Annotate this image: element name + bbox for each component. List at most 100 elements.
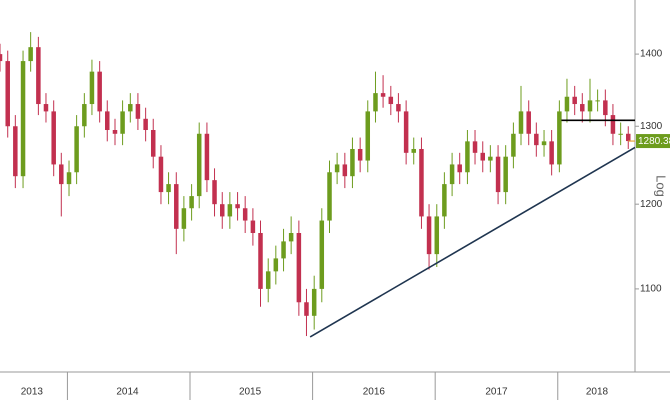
candle-body (174, 184, 179, 229)
candle-body (426, 216, 432, 255)
candle-body (549, 141, 554, 165)
candle-body (564, 96, 570, 112)
candle-body (442, 184, 447, 217)
candle-body (472, 141, 478, 153)
trend-line (309, 146, 636, 338)
candle-body (135, 104, 141, 119)
x-tick-label: 2016 (363, 387, 386, 398)
candle-body (128, 104, 133, 112)
candle-body (36, 47, 41, 105)
candle-body (51, 111, 56, 165)
candle-body (342, 164, 348, 177)
candle-body (534, 133, 539, 146)
candle-body (587, 100, 593, 112)
y-tick-label: 1100 (640, 284, 662, 295)
candle-body (580, 104, 585, 112)
candle-body (511, 133, 516, 157)
candle-body (334, 164, 340, 173)
x-tick-label: 2015 (239, 387, 262, 398)
candle-body (388, 96, 394, 105)
candle-body (196, 133, 202, 197)
candle-body (380, 93, 386, 97)
candle-body (250, 220, 256, 234)
candle-body (288, 233, 294, 242)
candle-body (411, 148, 416, 153)
candle-body (189, 196, 194, 209)
candle-body (626, 133, 631, 142)
candle-body (618, 133, 623, 135)
candle-body (311, 288, 317, 316)
candle-body (419, 148, 424, 217)
candle-body (603, 100, 608, 116)
candle-body (28, 47, 33, 62)
candle-body (220, 204, 225, 217)
candle-body (59, 164, 64, 185)
candle-body (350, 148, 355, 177)
candle-body (20, 61, 26, 177)
candle-body (373, 93, 378, 112)
candle-body (465, 141, 470, 173)
candle-body (557, 111, 562, 165)
candle-body (403, 111, 409, 153)
candle-body (204, 133, 210, 181)
candle-body (265, 271, 271, 289)
candle-body (166, 184, 171, 193)
candle-body (13, 126, 18, 177)
candle-body (212, 180, 217, 205)
candle-body (66, 172, 72, 185)
y-scale-label: Log (654, 175, 669, 197)
y-tick-label: 1300 (640, 121, 663, 132)
candle-body (304, 302, 309, 316)
candle-body (97, 71, 102, 112)
candle-body (181, 208, 187, 229)
candle-body (480, 152, 485, 161)
last-price-label: 1280.38 (638, 136, 670, 147)
candle-body (595, 100, 600, 102)
candle-body (43, 104, 49, 112)
last-price-box (636, 134, 670, 149)
candle-body (112, 130, 118, 134)
candle-body (82, 104, 87, 127)
candle-body (495, 156, 501, 193)
candle-body (143, 118, 148, 131)
candle-body (449, 164, 455, 185)
candle-body (572, 96, 577, 105)
x-tick-label: 2018 (586, 387, 609, 398)
candle-body (327, 172, 332, 221)
candle-body (150, 130, 156, 157)
y-tick-label: 1400 (640, 49, 663, 60)
candle-body (357, 148, 363, 161)
x-tick-label: 2013 (21, 387, 44, 398)
candle-body (526, 111, 531, 134)
candle-body (319, 220, 325, 289)
candle-body (105, 111, 110, 131)
candle-body (541, 141, 547, 146)
candle-body (488, 156, 493, 161)
candle-body (518, 111, 524, 134)
candle-body (396, 104, 401, 112)
candle-body (296, 233, 302, 303)
candle-body (365, 111, 371, 161)
candle-body (0, 54, 3, 62)
candle-body (74, 126, 79, 173)
candle-body (227, 204, 233, 217)
candle-body (610, 115, 616, 134)
candle-body (281, 241, 286, 259)
x-tick-label: 2014 (116, 387, 139, 398)
candle-body (158, 156, 164, 193)
candle-body (89, 71, 95, 105)
candle-body (242, 208, 248, 221)
candle-body (503, 156, 508, 193)
candle-body (5, 61, 10, 127)
candle-body (258, 233, 263, 289)
candle-body (434, 216, 440, 255)
candle-body (273, 258, 279, 272)
y-tick-label: 1200 (640, 199, 663, 210)
candle-body (457, 164, 462, 173)
x-tick-label: 2017 (485, 387, 508, 398)
candle-body (120, 111, 125, 134)
candle-body (235, 204, 240, 209)
